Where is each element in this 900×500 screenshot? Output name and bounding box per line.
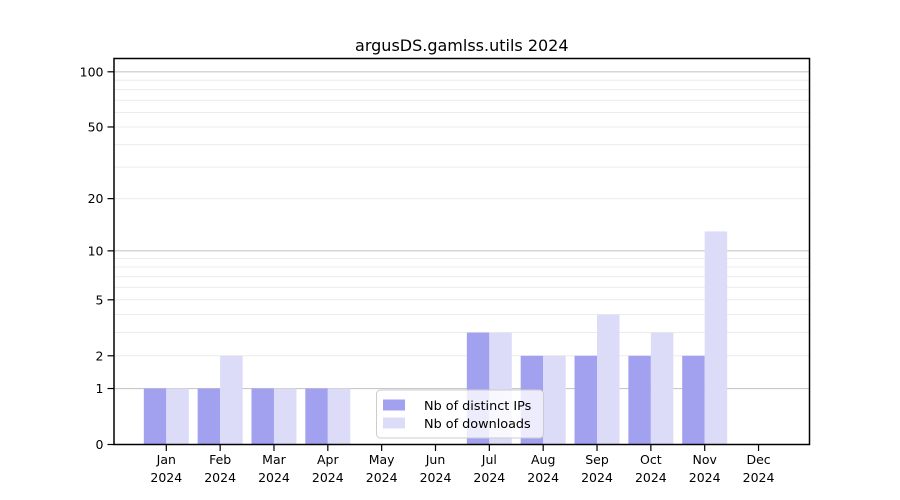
- x-tick-label-year: 2024: [689, 470, 721, 485]
- x-tick-label-month: Feb: [209, 452, 231, 467]
- y-tick-label: 100: [80, 64, 104, 79]
- bar-distinct-ips-nov: [682, 355, 705, 445]
- bar-downloads-mar: [273, 388, 297, 445]
- x-tick-label-month: Nov: [692, 452, 717, 467]
- y-tick-label: 5: [96, 292, 104, 307]
- legend: Nb of distinct IPs Nb of downloads: [376, 389, 544, 439]
- x-tick-label-year: 2024: [581, 470, 613, 485]
- x-tick-label-month: Jul: [481, 452, 497, 467]
- axes: 0 1 2 5 10 20 50 100 Jan 2024 Feb 2024 Mar 2024 Apr 202…: [80, 57, 811, 485]
- x-tick-label-month: Jan: [156, 452, 176, 467]
- bar-distinct-ips-apr: [305, 388, 328, 445]
- y-tick-label: 10: [88, 243, 104, 258]
- bar-distinct-ips-mar: [251, 388, 274, 445]
- bar-downloads-nov: [704, 231, 728, 445]
- x-tick-label-year: 2024: [743, 470, 775, 485]
- x-tick-label-year: 2024: [150, 470, 182, 485]
- x-tick-label-year: 2024: [473, 470, 505, 485]
- x-tick-label-year: 2024: [258, 470, 290, 485]
- bar-downloads-aug: [543, 355, 566, 445]
- x-tick-label-year: 2024: [635, 470, 667, 485]
- legend-swatch-downloads: [383, 417, 405, 429]
- chart-title: argusDS.gamlss.utils 2024: [355, 36, 569, 55]
- bar-downloads-oct: [650, 332, 674, 445]
- bar-downloads-jan: [166, 388, 189, 445]
- bar-downloads-feb: [220, 355, 243, 445]
- x-tick-label-month: Mar: [262, 452, 286, 467]
- x-tick-label-month: May: [369, 452, 395, 467]
- x-tick-label-year: 2024: [420, 470, 452, 485]
- gridlines: [114, 71, 810, 390]
- y-tick-label: 20: [88, 191, 104, 206]
- x-tick-label-month: Dec: [746, 452, 770, 467]
- legend-label-downloads: Nb of downloads: [424, 417, 531, 432]
- x-tick-label-month: Aug: [531, 452, 555, 467]
- x-tick-label-year: 2024: [312, 470, 344, 485]
- x-tick-label-year: 2024: [204, 470, 236, 485]
- bar-downloads-apr: [327, 388, 351, 445]
- legend-swatch-distinct-ips: [383, 399, 405, 411]
- y-tick-label: 1: [96, 381, 104, 396]
- x-tick-label-month: Jun: [425, 452, 446, 467]
- x-tick-label-month: Apr: [317, 452, 339, 467]
- bar-distinct-ips-oct: [628, 355, 651, 445]
- y-tick-label: 0: [96, 437, 104, 452]
- legend-box: [376, 389, 544, 439]
- bar-distinct-ips-feb: [197, 388, 221, 445]
- bar-distinct-ips-sep: [574, 355, 598, 445]
- plot-frame: [113, 57, 811, 446]
- x-tick-label-year: 2024: [527, 470, 559, 485]
- x-tick-label-month: Sep: [585, 452, 609, 467]
- bar-downloads-sep: [597, 314, 620, 445]
- bar-distinct-ips-jan: [143, 388, 167, 445]
- legend-label-distinct-ips: Nb of distinct IPs: [424, 399, 532, 414]
- y-tick-label: 50: [88, 119, 104, 134]
- x-tick-label-month: Oct: [640, 452, 662, 467]
- x-tick-label-year: 2024: [366, 470, 398, 485]
- y-tick-label: 2: [96, 348, 104, 363]
